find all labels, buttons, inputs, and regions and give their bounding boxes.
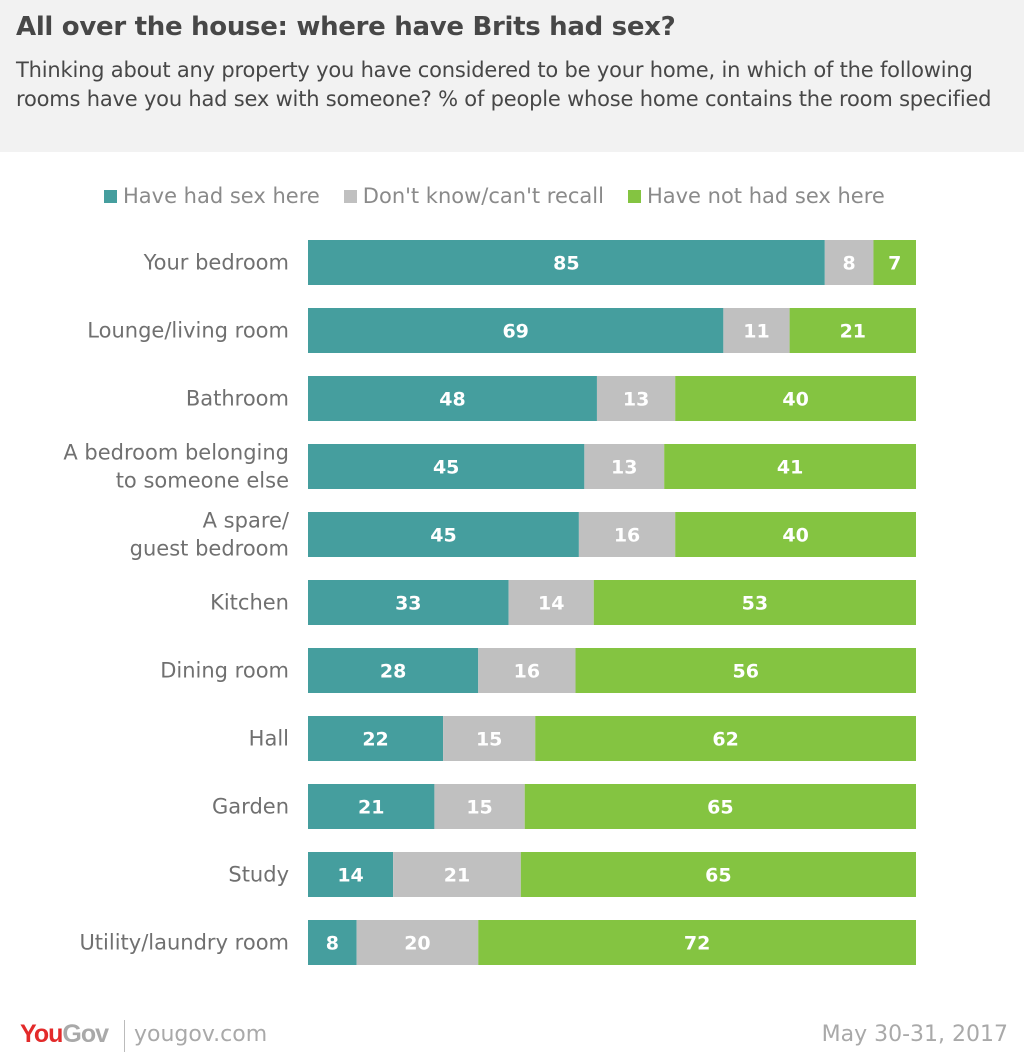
data-label: 15 [476, 729, 502, 751]
data-label: 11 [743, 321, 769, 343]
data-label: 22 [362, 729, 388, 751]
data-label: 40 [782, 389, 808, 411]
data-label: 14 [538, 593, 564, 615]
bar-segment [675, 512, 916, 557]
stacked-bar-chart: Your bedroom 85 8 7 Lounge/living room 69 11 21… [63, 240, 916, 965]
data-label: 13 [623, 389, 649, 411]
category-label: Your bedroom [143, 251, 289, 275]
logo-gov: Gov [62, 1020, 109, 1048]
category-label: A bedroom belonging to someone else [63, 441, 289, 493]
bar-segment [308, 716, 444, 761]
bar-segment [824, 240, 874, 285]
logo-you: You [20, 1020, 63, 1048]
data-label: 85 [553, 253, 579, 275]
data-label: 16 [614, 525, 640, 547]
bar-segment [535, 716, 916, 761]
legend-label: Have not had sex here [646, 184, 885, 208]
data-label: 14 [337, 865, 363, 887]
data-label: 8 [843, 253, 856, 275]
legend-label: Have had sex here [123, 184, 320, 208]
data-label: 62 [712, 729, 738, 751]
category-label: Study [228, 863, 289, 887]
chart-subtitle: Thinking about any property you have con… [16, 58, 992, 111]
bar-segment [308, 852, 394, 897]
bar-segment [578, 512, 676, 557]
bar-segment [675, 376, 916, 421]
bar-segment [308, 784, 435, 829]
legend-swatch [343, 189, 357, 203]
bar-segment [308, 920, 357, 965]
data-label: 33 [395, 593, 421, 615]
bar-segment [308, 240, 825, 285]
bar-segment [593, 580, 916, 625]
category-label: A spare/guest bedroom [130, 509, 290, 561]
legend-item: Have had sex here [104, 184, 320, 208]
legend-item: Have not had sex here [627, 184, 885, 208]
data-label: 56 [733, 661, 759, 683]
category-label: Garden [212, 795, 289, 819]
data-label: 13 [611, 457, 637, 479]
bar-segment [596, 376, 676, 421]
data-label: 16 [514, 661, 540, 683]
bar-segment [393, 852, 521, 897]
data-label: 28 [380, 661, 406, 683]
bar-segment [443, 716, 536, 761]
bar-segment [434, 784, 525, 829]
data-label: 53 [742, 593, 768, 615]
data-label: 8 [326, 933, 339, 955]
category-label: Kitchen [210, 591, 289, 615]
bar-segment [308, 444, 585, 489]
data-label: 69 [502, 321, 528, 343]
category-label: Bathroom [186, 387, 289, 411]
chart-title: All over the house: where have Brits had… [16, 12, 676, 42]
bar-segment [308, 376, 597, 421]
category-label: Dining room [160, 659, 289, 683]
data-label: 41 [777, 457, 803, 479]
bar-segment [356, 920, 479, 965]
footer-date: May 30-31, 2017 [821, 1022, 1008, 1047]
bar-segment [478, 920, 916, 965]
category-label: Hall [249, 727, 289, 751]
yougov-logo: YouGov [20, 1020, 109, 1049]
legend-item: Don't know/can't recall [343, 184, 604, 208]
bar-segment [584, 444, 665, 489]
bar-segment [308, 512, 579, 557]
bar-segment [524, 784, 916, 829]
data-label: 21 [840, 321, 866, 343]
bar-segment [789, 308, 916, 353]
data-label: 65 [705, 865, 731, 887]
data-label: 20 [404, 933, 430, 955]
data-label: 45 [433, 457, 459, 479]
data-label: 45 [430, 525, 456, 547]
bar-segment [308, 648, 479, 693]
data-label: 40 [782, 525, 808, 547]
legend: Have had sex here Don't know/can't recal… [104, 184, 885, 208]
bar-segment [308, 580, 509, 625]
data-label: 15 [466, 797, 492, 819]
bar-segment [575, 648, 916, 693]
bar-segment [664, 444, 916, 489]
data-label: 21 [444, 865, 470, 887]
category-label: Lounge/living room [87, 319, 289, 343]
footer-site: yougov.com [134, 1022, 268, 1047]
category-label: Utility/laundry room [79, 931, 289, 955]
bar-segment [873, 240, 916, 285]
bar-segment [508, 580, 594, 625]
bar-segment [478, 648, 576, 693]
data-label: 21 [358, 797, 384, 819]
data-label: 72 [684, 933, 710, 955]
bar-segment [308, 308, 724, 353]
data-label: 65 [707, 797, 733, 819]
header: All over the house: where have Brits had… [0, 0, 1024, 152]
bar-segment [723, 308, 790, 353]
bar-segment [520, 852, 916, 897]
legend-swatch [627, 189, 641, 203]
legend-swatch [104, 189, 117, 203]
footer-divider [124, 1020, 125, 1052]
data-label: 7 [888, 253, 901, 275]
data-label: 48 [439, 389, 465, 411]
legend-label: Don't know/can't recall [362, 184, 604, 208]
